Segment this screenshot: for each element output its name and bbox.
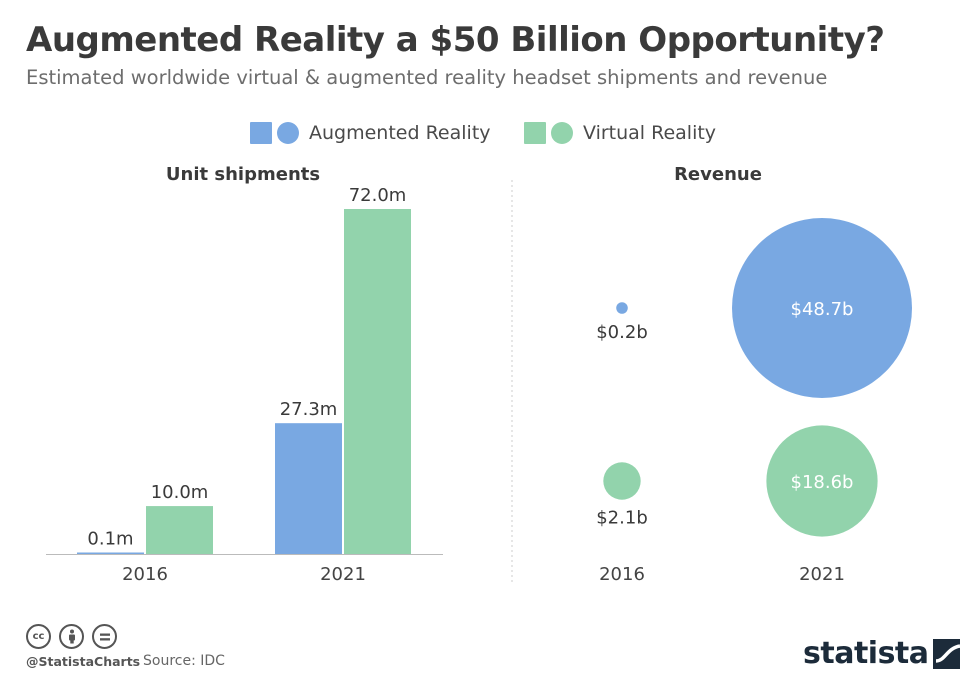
- bar-virtual-reality-2016: [146, 506, 213, 554]
- chart-title: Augmented Reality a $50 Billion Opportun…: [26, 20, 885, 60]
- bubble-data-label: $0.2b: [596, 322, 648, 343]
- legend: Augmented Reality Virtual Reality: [0, 118, 960, 148]
- legend-square-swatch: [524, 122, 546, 144]
- bubble-virtual-reality-2021: [766, 425, 878, 537]
- chart-subtitle: Estimated worldwide virtual & augmented …: [26, 66, 828, 89]
- bar-panel-title: Unit shipments: [166, 164, 320, 185]
- x-tick-label: 2021: [320, 564, 366, 585]
- brand: statista: [803, 636, 960, 671]
- legend-square-swatch: [250, 122, 272, 144]
- legend-item-augmented-reality: Augmented Reality: [250, 118, 491, 148]
- statista-logo-icon: [932, 638, 960, 669]
- bar-data-label: 27.3m: [280, 399, 338, 420]
- bubble-augmented-reality-2016: [616, 302, 628, 314]
- bubble-data-label: $18.6b: [791, 472, 854, 493]
- bubble-data-label: $48.7b: [791, 299, 854, 320]
- revenue-panel-title: Revenue: [674, 164, 762, 185]
- legend-item-virtual-reality: Virtual Reality: [524, 118, 716, 148]
- license-icons: cc: [26, 624, 125, 649]
- footer-handle: @StatistaCharts: [26, 654, 141, 669]
- bar-data-label: 10.0m: [151, 482, 209, 503]
- bar-virtual-reality-2021: [344, 209, 411, 554]
- footer-source: Source: IDC: [143, 653, 225, 669]
- bar-augmented-reality-2021: [275, 423, 342, 554]
- bar-augmented-reality-2016: [77, 552, 144, 554]
- bubble-virtual-reality-2016: [603, 462, 641, 500]
- cc-icon: cc: [26, 624, 51, 649]
- legend-circle-swatch: [277, 122, 299, 144]
- x-tick-label: 2016: [122, 564, 168, 585]
- revenue-x-tick-label: 2016: [599, 564, 645, 585]
- bar-data-label: 0.1m: [87, 529, 133, 550]
- no-derivatives-icon: [92, 624, 117, 649]
- legend-label: Augmented Reality: [309, 122, 491, 144]
- bar-data-label: 72.0m: [349, 185, 407, 206]
- bubble-augmented-reality-2021: [732, 218, 912, 398]
- bubble-data-label: $2.1b: [596, 508, 648, 529]
- legend-label: Virtual Reality: [583, 122, 717, 144]
- legend-circle-swatch: [551, 122, 573, 144]
- revenue-x-tick-label: 2021: [799, 564, 845, 585]
- attribution-icon: [59, 624, 84, 649]
- brand-logo-text: statista: [803, 636, 929, 671]
